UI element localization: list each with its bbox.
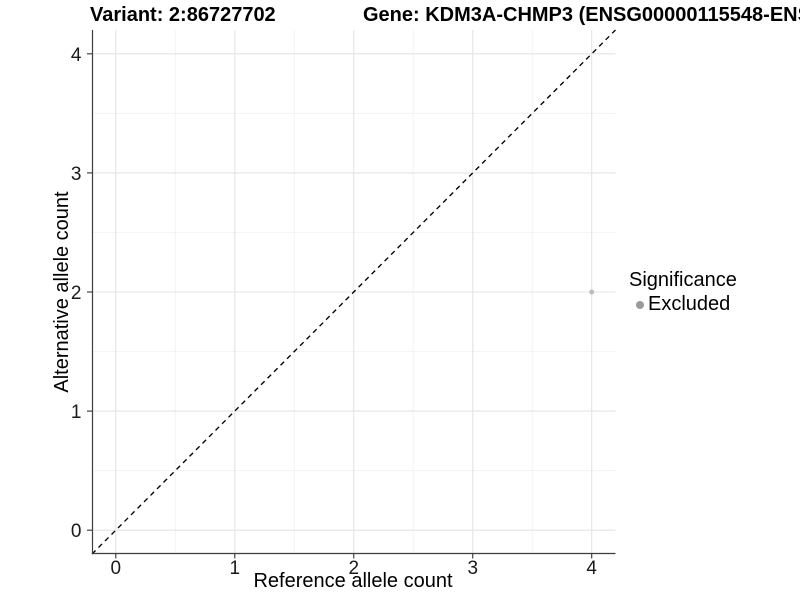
- svg-text:3: 3: [70, 164, 81, 185]
- plot-panel: 0 1 2 3 4 0 1 2 3 4: [70, 29, 616, 579]
- legend: Significance Excluded: [629, 270, 737, 315]
- svg-text:2: 2: [70, 283, 81, 304]
- legend-item-label: Excluded: [648, 293, 731, 315]
- svg-text:2: 2: [348, 558, 359, 579]
- svg-text:3: 3: [467, 558, 478, 579]
- svg-text:0: 0: [110, 558, 121, 579]
- svg-text:4: 4: [586, 558, 597, 579]
- svg-text:1: 1: [70, 402, 81, 423]
- legend-point-icon: [636, 300, 644, 309]
- plot-title-variant: Variant: 2:86727702: [90, 4, 276, 26]
- svg-text:1: 1: [229, 558, 240, 579]
- svg-text:0: 0: [70, 521, 81, 542]
- x-axis-title: Reference allele count: [253, 570, 453, 592]
- legend-item-excluded: Excluded: [629, 294, 737, 315]
- y-axis-title: Alternative allele count: [51, 191, 73, 393]
- plot-title-gene: Gene: KDM3A-CHMP3 (ENSG00000115548-ENS: [363, 4, 800, 26]
- legend-title: Significance: [629, 269, 737, 291]
- data-point: [588, 289, 594, 295]
- svg-text:4: 4: [70, 45, 81, 66]
